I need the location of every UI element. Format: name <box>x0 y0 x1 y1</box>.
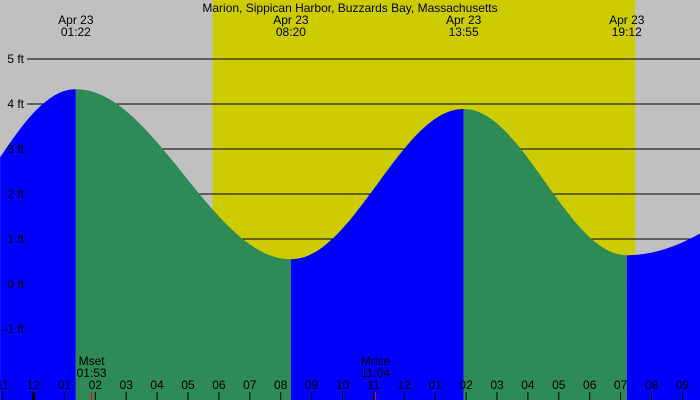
y-tick-label: 4 ft <box>7 97 24 111</box>
x-tick-label: 08 <box>274 378 288 392</box>
y-tick-label: 2 ft <box>7 187 24 201</box>
x-tick-label: 11 <box>367 378 380 392</box>
x-tick-label: 02 <box>89 378 103 392</box>
y-tick-label: 3 ft <box>7 142 24 156</box>
extreme-time-label: 19:12 <box>612 25 642 39</box>
rising-tide-area <box>0 89 76 400</box>
falling-tide-area <box>75 89 291 400</box>
x-tick-label: 05 <box>552 378 566 392</box>
x-tick-label: 09 <box>676 378 690 392</box>
x-tick-label: 12 <box>27 378 41 392</box>
x-tick-label: 09 <box>305 378 319 392</box>
extreme-time-label: 08:20 <box>276 25 306 39</box>
x-tick-label: 04 <box>521 378 535 392</box>
y-tick-label: 0 ft <box>7 277 24 291</box>
x-tick-label: 08 <box>645 378 659 392</box>
x-tick-label: 03 <box>490 378 504 392</box>
chart-title: Marion, Sippican Harbor, Buzzards Bay, M… <box>202 1 497 15</box>
x-tick-label: 12 <box>398 378 412 392</box>
x-tick-label: 11 <box>0 378 9 392</box>
extreme-time-label: 13:55 <box>449 25 479 39</box>
moon-event-time: 11:04 <box>361 366 390 380</box>
y-tick-label: -1 ft <box>3 322 24 336</box>
extreme-time-label: 01:22 <box>61 25 91 39</box>
rising-tide-area <box>626 233 700 400</box>
x-tick-label: 07 <box>243 378 257 392</box>
extreme-date-label: Apr 23 <box>273 13 309 27</box>
moon-event-label: Mset <box>79 354 106 368</box>
extreme-date-label: Apr 23 <box>609 13 645 27</box>
extreme-date-label: Apr 23 <box>446 13 482 27</box>
x-tick-label: 01 <box>429 378 443 392</box>
moon-event-time: 01:53 <box>77 366 107 380</box>
x-tick-label: 07 <box>614 378 628 392</box>
x-tick-label: 10 <box>336 378 350 392</box>
y-tick-label: 5 ft <box>7 52 24 66</box>
rising-tide-area <box>290 108 464 400</box>
x-tick-label: 02 <box>459 378 473 392</box>
moon-event-label: Mrise <box>361 354 391 368</box>
x-tick-label: 05 <box>181 378 195 392</box>
x-tick-label: 06 <box>212 378 226 392</box>
extreme-date-label: Apr 23 <box>58 13 94 27</box>
x-tick-label: 06 <box>583 378 597 392</box>
x-tick-label: 01 <box>58 378 72 392</box>
x-tick-label: 04 <box>150 378 164 392</box>
y-tick-label: 1 ft <box>7 232 24 246</box>
falling-tide-area <box>463 109 627 400</box>
x-tick-label: 03 <box>120 378 134 392</box>
